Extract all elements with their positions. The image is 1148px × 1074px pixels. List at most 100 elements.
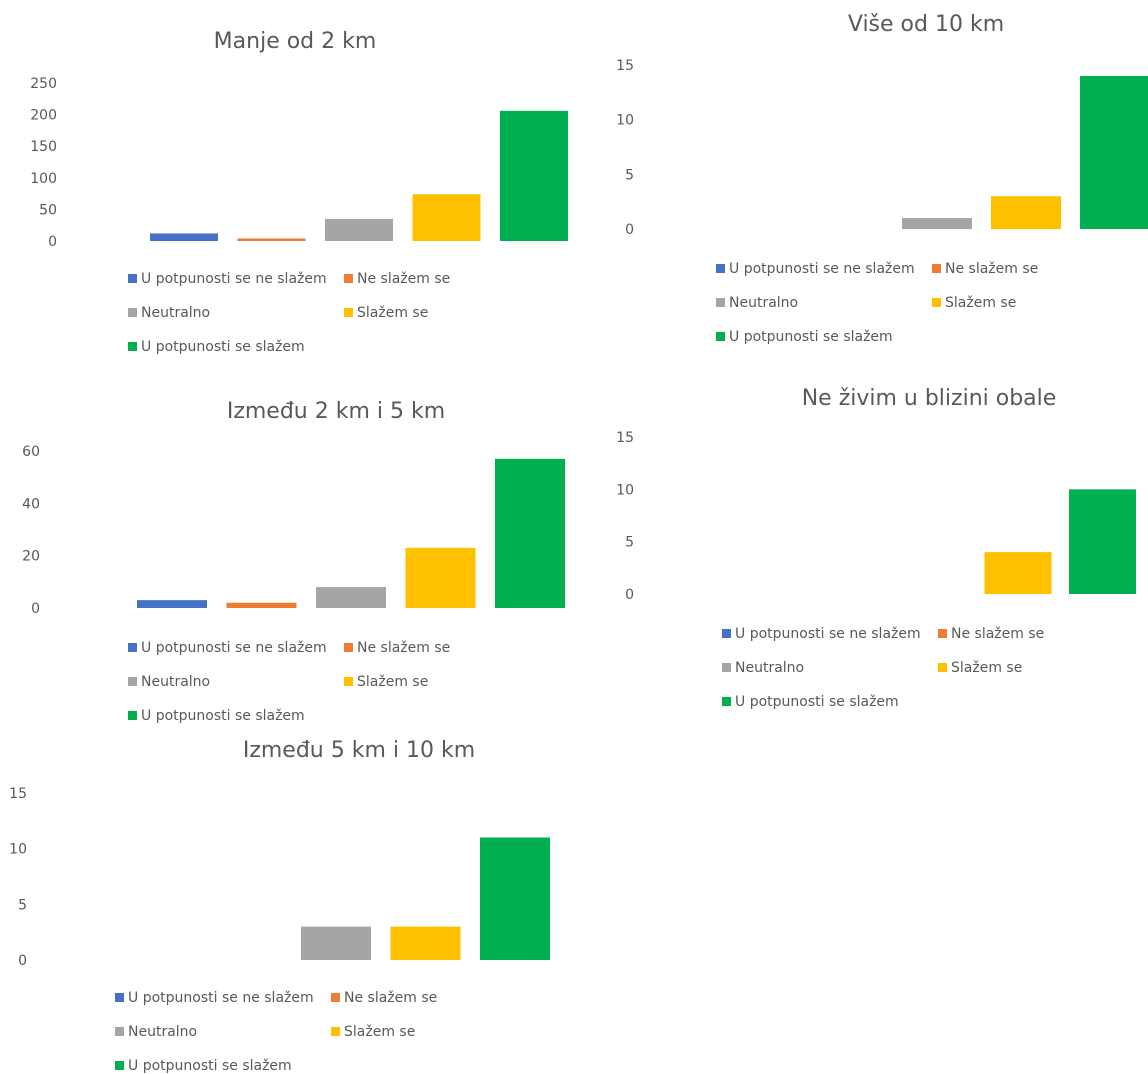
legend-label: Neutralno: [141, 674, 211, 690]
y-tick-label: 10: [616, 482, 634, 498]
y-tick-label: 15: [9, 786, 27, 802]
y-tick-label: 0: [625, 587, 634, 603]
legend-label: Ne slažem se: [357, 640, 451, 656]
legend-item: U potpunosti se slažem: [128, 339, 305, 355]
y-tick-label: 15: [616, 58, 634, 74]
legend-label: U potpunosti se slažem: [141, 708, 305, 724]
legend-swatch: [128, 643, 137, 652]
y-tick-label: 60: [22, 444, 40, 460]
bar-5: [1080, 75, 1148, 229]
legend-swatch: [344, 274, 353, 283]
bar-5: [500, 110, 568, 241]
legend-item: Ne slažem se: [344, 640, 450, 656]
bar-3: [902, 218, 972, 229]
legend-item: U potpunosti se slažem: [128, 708, 305, 724]
legend-item: Slažem se: [938, 660, 1022, 676]
legend-swatch: [716, 332, 725, 341]
legend-label: Neutralno: [729, 295, 799, 311]
legend-label: U potpunosti se slažem: [141, 339, 305, 355]
bar-4: [390, 926, 461, 960]
legend-label: U potpunosti se ne slažem: [735, 626, 921, 642]
bar-4: [412, 194, 481, 241]
bar-3: [301, 926, 371, 960]
legend-swatch: [344, 308, 353, 317]
legend-label: Neutralno: [735, 660, 805, 676]
legend-item: Ne slažem se: [932, 261, 1038, 277]
legend-swatch: [716, 298, 725, 307]
legend-item: Ne slažem se: [331, 990, 437, 1006]
y-tick-label: 150: [30, 139, 57, 155]
y-tick-label: 5: [18, 897, 27, 913]
legend-swatch: [128, 711, 137, 720]
legend-swatch: [722, 629, 731, 638]
chart-title: Između 2 km i 5 km: [227, 399, 445, 424]
legend-label: U potpunosti se slažem: [735, 694, 899, 710]
legend-swatch: [115, 993, 124, 1002]
bar-4: [984, 552, 1052, 594]
y-tick-label: 0: [625, 222, 634, 238]
bar-5: [495, 458, 565, 608]
y-tick-label: 5: [625, 535, 634, 551]
legend-item: U potpunosti se slažem: [722, 694, 899, 710]
legend-item: U potpunosti se slažem: [115, 1058, 292, 1074]
legend-swatch: [716, 264, 725, 273]
legend-swatch: [932, 298, 941, 307]
legend-swatch: [938, 663, 947, 672]
legend-swatch: [128, 677, 137, 686]
y-tick-label: 0: [48, 234, 57, 250]
y-tick-label: 200: [30, 108, 57, 124]
legend-label: Ne slažem se: [951, 626, 1045, 642]
legend-swatch: [722, 663, 731, 672]
bar-4: [991, 196, 1061, 229]
legend-label: U potpunosti se ne slažem: [141, 271, 327, 287]
legend-label: Slažem se: [344, 1024, 416, 1040]
legend-item: Neutralno: [128, 305, 210, 321]
legend-swatch: [344, 643, 353, 652]
legend-item: U potpunosti se ne slažem: [716, 261, 915, 277]
legend-item: Ne slažem se: [344, 271, 450, 287]
y-tick-label: 50: [39, 202, 57, 218]
chart-title: Više od 10 km: [848, 12, 1004, 37]
legend-label: Ne slažem se: [344, 990, 438, 1006]
bar-5: [1069, 489, 1136, 594]
chart-title: Ne živim u blizini obale: [802, 386, 1057, 411]
legend-item: Slažem se: [331, 1024, 415, 1040]
y-tick-label: 20: [22, 549, 40, 565]
legend-swatch: [128, 274, 137, 283]
chart-title: Između 5 km i 10 km: [243, 738, 475, 763]
legend-swatch: [344, 677, 353, 686]
legend-swatch: [938, 629, 947, 638]
legend-item: Ne slažem se: [938, 626, 1044, 642]
legend-item: Neutralno: [115, 1024, 197, 1040]
legend-swatch: [722, 697, 731, 706]
bar-1: [137, 600, 207, 608]
bar-1: [150, 233, 218, 241]
chart-title: Manje od 2 km: [214, 29, 377, 54]
legend-item: Slažem se: [344, 305, 428, 321]
bar-4: [405, 547, 476, 608]
legend-item: Slažem se: [932, 295, 1016, 311]
legend-swatch: [331, 993, 340, 1002]
legend-swatch: [331, 1027, 340, 1036]
legend-item: Neutralno: [722, 660, 804, 676]
legend-label: Slažem se: [945, 295, 1017, 311]
legend-label: U potpunosti se slažem: [128, 1058, 292, 1074]
legend-swatch: [115, 1027, 124, 1036]
legend-item: U potpunosti se ne slažem: [115, 990, 314, 1006]
legend-label: Slažem se: [357, 674, 429, 690]
legend-item: U potpunosti se ne slažem: [128, 640, 327, 656]
y-tick-label: 15: [616, 430, 634, 446]
legend-swatch: [932, 264, 941, 273]
legend-label: U potpunosti se ne slažem: [128, 990, 314, 1006]
legend-label: Ne slažem se: [945, 261, 1039, 277]
y-tick-label: 40: [22, 496, 40, 512]
legend-label: U potpunosti se ne slažem: [729, 261, 915, 277]
legend-swatch: [128, 342, 137, 351]
legend-item: U potpunosti se ne slažem: [128, 271, 327, 287]
legend-swatch: [115, 1061, 124, 1070]
bar-3: [316, 587, 386, 608]
y-tick-label: 10: [9, 842, 27, 858]
